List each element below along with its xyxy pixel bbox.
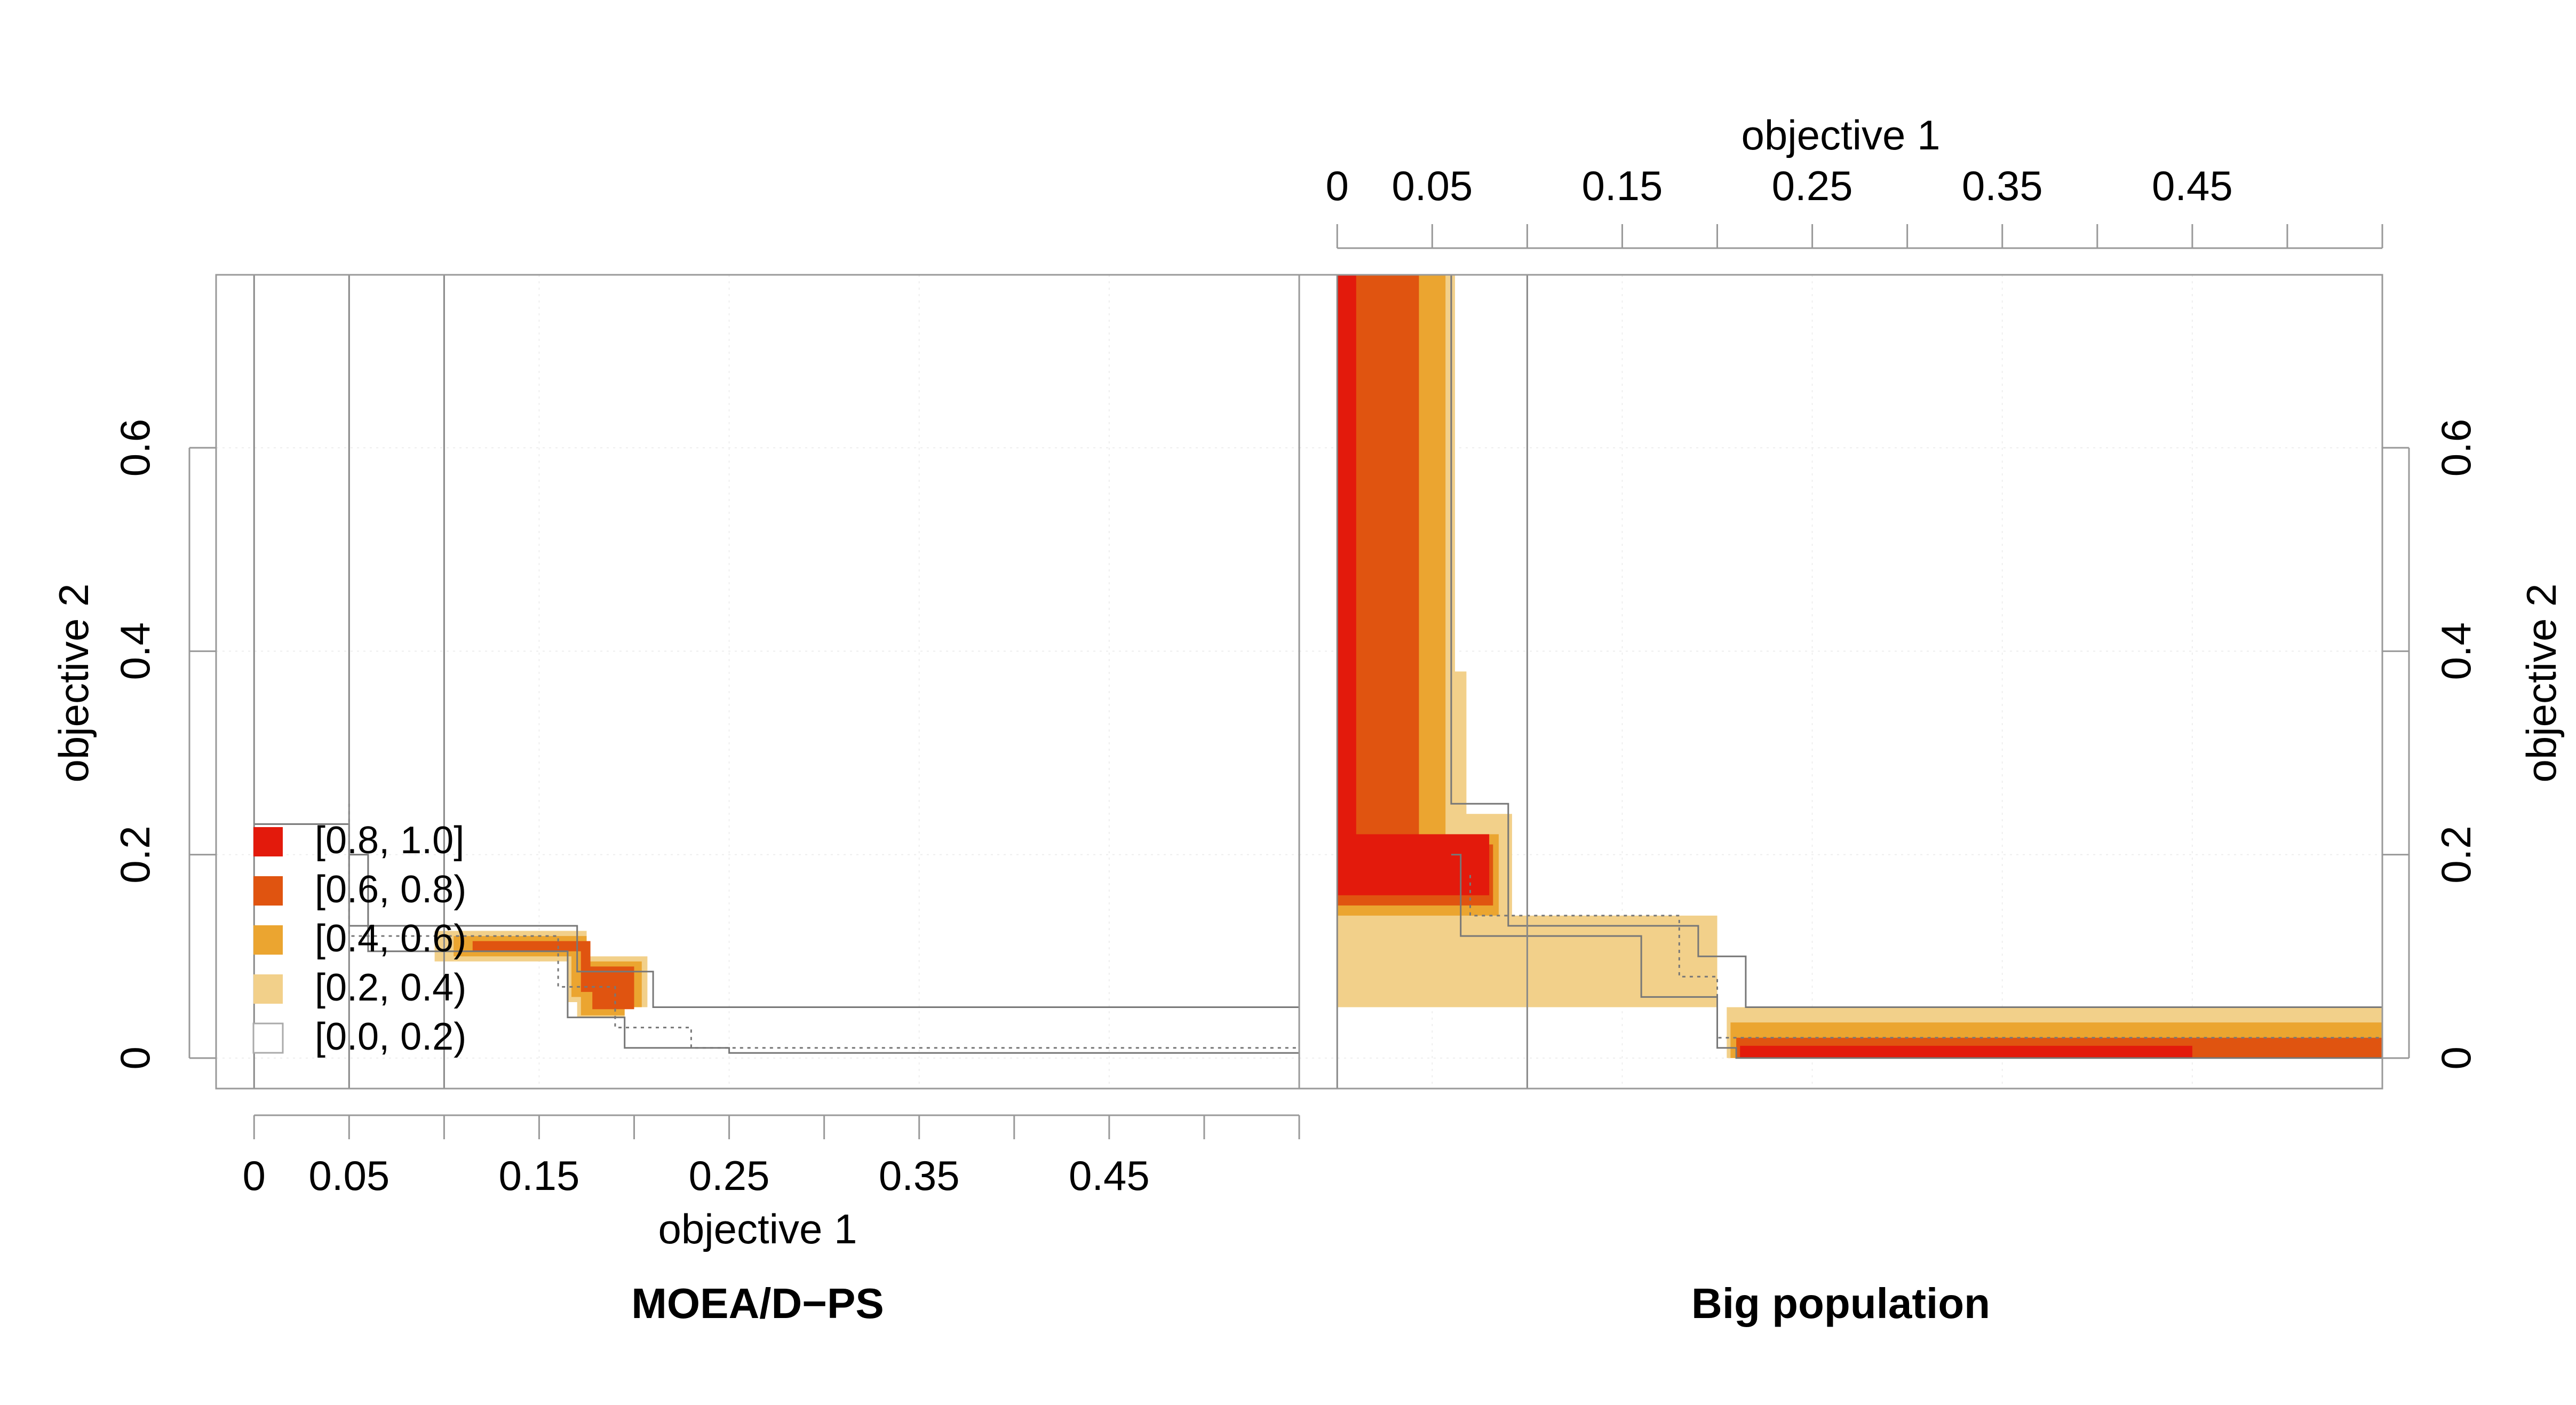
x-tick-label: 0.15 xyxy=(499,1152,580,1199)
legend-swatch xyxy=(253,827,283,856)
left-y-axis-label: objective 2 xyxy=(50,584,97,783)
attainment-line xyxy=(349,854,1299,1054)
left-x-axis-label: objective 1 xyxy=(658,1205,857,1252)
attainment-line xyxy=(1337,275,2382,1008)
x-tick-label: 0.15 xyxy=(1582,162,1663,209)
y-tick-label: 0.4 xyxy=(112,622,158,680)
region-group xyxy=(1337,275,2382,1059)
right-x-axis-label: objective 1 xyxy=(1742,112,1941,158)
legend-swatch xyxy=(253,876,283,906)
eaf-region-level-0-6-0-8 xyxy=(472,941,634,1010)
legend-label: [0.4, 0.6) xyxy=(315,917,466,960)
legend-label: [0.6, 0.8) xyxy=(315,868,466,911)
x-tick-label: 0.45 xyxy=(1069,1152,1150,1199)
y-tick-label: 0.2 xyxy=(112,825,158,883)
eaf-region-level-0-8-1-0 xyxy=(1337,275,1490,895)
panel-frame xyxy=(1298,274,2383,1090)
x-tick-label: 0.35 xyxy=(879,1152,960,1199)
y-tick-label: 0.2 xyxy=(2432,825,2479,883)
x-tick-label: 0.45 xyxy=(2152,162,2233,209)
eaf-region-level-0-8-1-0 xyxy=(1740,1045,2192,1058)
y-tick-label: 0.6 xyxy=(2432,419,2479,477)
attainment-line xyxy=(1451,854,2382,1059)
right-panel: 0 0.05 0.15 0.25 0.35 0.45 0 0.2 0.4 0.6 xyxy=(1298,162,2479,1090)
x-tick-label: 0.25 xyxy=(689,1152,770,1199)
legend-label: [0.8, 1.0] xyxy=(315,819,464,862)
legend-label: [0.2, 0.4) xyxy=(315,966,466,1009)
x-tick-label: 0 xyxy=(1326,162,1349,209)
legend-label: [0.0, 0.2) xyxy=(315,1015,466,1058)
x-tick-label: 0 xyxy=(243,1152,266,1199)
legend: [0.8, 1.0] [0.6, 0.8) [0.4, 0.6) [0.2, 0.4)… xyxy=(252,819,466,1058)
y-tick-label: 0.6 xyxy=(112,419,158,477)
right-panel-title: Big population xyxy=(1691,1280,1990,1327)
legend-swatch xyxy=(252,1022,284,1054)
left-panel-title: MOEA/D−PS xyxy=(631,1280,884,1327)
y-tick-label: 0 xyxy=(112,1046,158,1069)
legend-swatch xyxy=(253,925,283,955)
legend-swatch xyxy=(253,974,283,1004)
attainment-line xyxy=(348,804,1299,1049)
x-tick-label: 0.05 xyxy=(308,1152,389,1199)
x-tick-label: 0.05 xyxy=(1392,162,1473,209)
x-tick-label: 0.35 xyxy=(1962,162,2043,209)
y-tick-label: 0.4 xyxy=(2432,622,2479,680)
right-y-axis-label: objective 2 xyxy=(2518,584,2565,783)
left-panel: 0 0.05 0.15 0.25 0.35 0.45 0 0.2 0.4 0.6 xyxy=(112,274,1300,1199)
y-tick-label: 0 xyxy=(2432,1046,2479,1069)
eaf-region-level-0-6-0-8 xyxy=(1337,275,1493,906)
x-tick-label: 0.25 xyxy=(1772,162,1853,209)
